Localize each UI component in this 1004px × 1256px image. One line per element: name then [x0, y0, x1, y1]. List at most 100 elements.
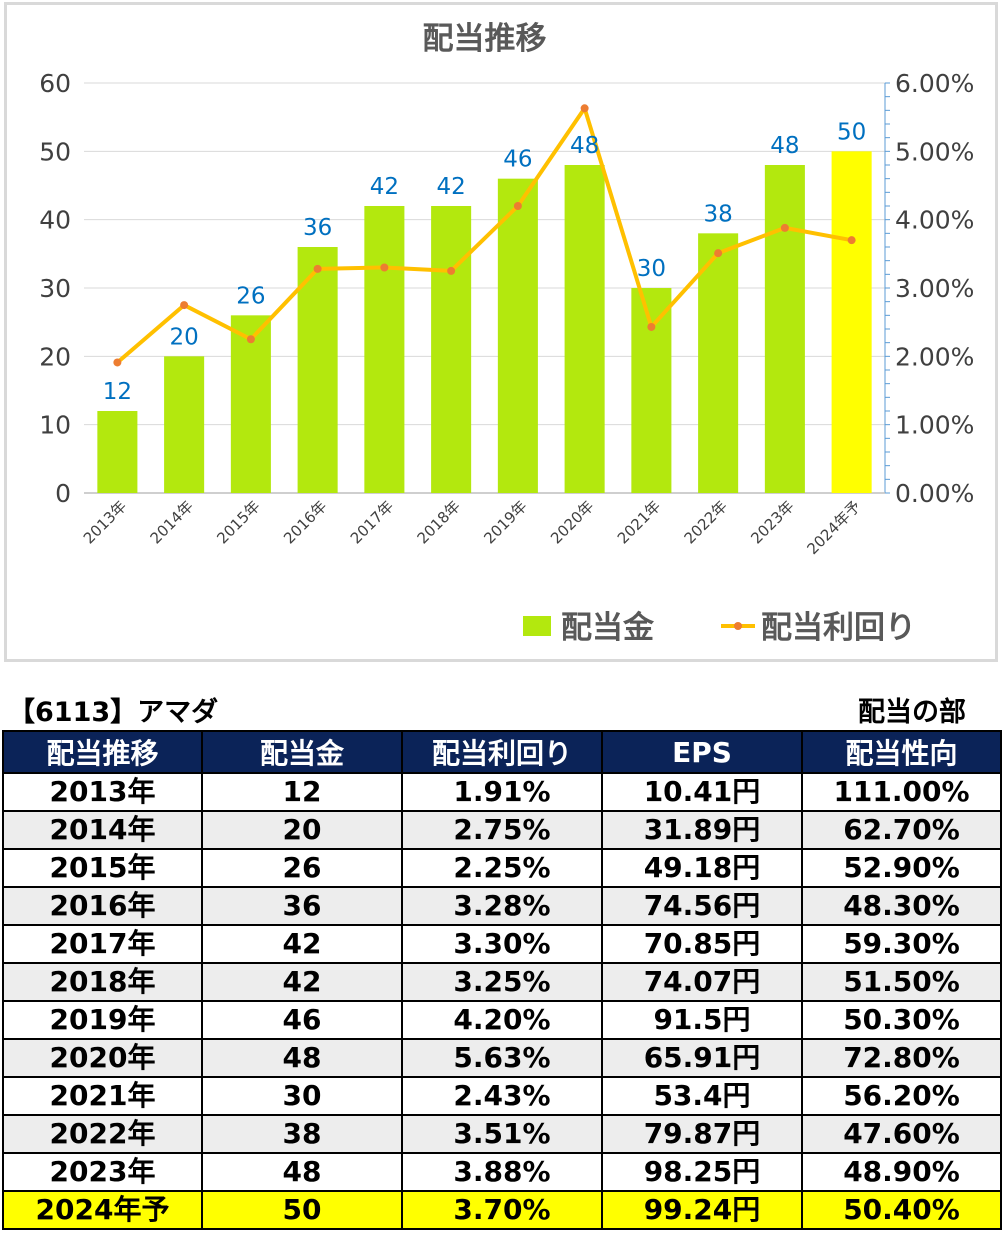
bar: [831, 151, 872, 494]
bar-data-label: 20: [169, 324, 198, 350]
cell-eps: 98.25円: [601, 1152, 803, 1192]
yield-marker: [380, 263, 389, 272]
cell-dividend: 42: [201, 924, 403, 964]
bar: [230, 315, 271, 493]
cell-year: 2017年: [2, 924, 203, 964]
cell-year: 2023年: [2, 1152, 203, 1192]
cell-year: 2018年: [2, 962, 203, 1002]
right-axis-tick: 6.00%: [895, 69, 974, 98]
cell-eps: 53.4円: [601, 1076, 803, 1116]
cell-yield: 5.63%: [401, 1038, 603, 1078]
yield-marker: [847, 236, 856, 245]
table-row: 2020年 48 5.63% 65.91円 72.80%: [2, 1038, 1002, 1078]
table-row: 2023年 48 3.88% 98.25円 48.90%: [2, 1152, 1002, 1192]
cell-eps: 65.91円: [601, 1038, 803, 1078]
cell-year: 2013年: [2, 772, 203, 812]
header-year: 配当推移: [2, 730, 203, 774]
cell-yield: 3.28%: [401, 886, 603, 926]
x-axis-tick: 2015年: [213, 497, 263, 547]
x-axis-tick: 2014年: [147, 497, 197, 547]
legend-line-marker: [734, 622, 742, 630]
yield-marker: [246, 335, 255, 344]
cell-payout: 48.90%: [801, 1152, 1002, 1192]
bar: [164, 356, 205, 493]
right-axis-tick: 0.00%: [895, 479, 974, 508]
table-row: 2017年 42 3.30% 70.85円 59.30%: [2, 924, 1002, 964]
cell-payout: 48.30%: [801, 886, 1002, 926]
x-axis-tick: 2017年: [347, 497, 397, 547]
cell-payout: 52.90%: [801, 848, 1002, 888]
cell-eps: 10.41円: [601, 772, 803, 812]
cell-dividend: 26: [201, 848, 403, 888]
cell-yield: 3.25%: [401, 962, 603, 1002]
yield-marker: [180, 301, 189, 310]
right-axis-tick: 4.00%: [895, 206, 974, 235]
cell-dividend: 30: [201, 1076, 403, 1116]
table-row: 2013年 12 1.91% 10.41円 111.00%: [2, 772, 1002, 812]
bar: [764, 165, 805, 493]
left-axis-tick: 20: [39, 342, 71, 371]
dividend-table: 配当推移 配当金 配当利回り EPS 配当性向 2013年 12 1.91% 10.4…: [2, 730, 1002, 1230]
cell-eps: 99.24円: [601, 1190, 803, 1230]
bar: [364, 206, 405, 493]
yield-line: [116, 106, 852, 364]
x-axis-tick: 2022年: [681, 497, 731, 547]
bar: [564, 165, 605, 493]
cell-year: 2020年: [2, 1038, 203, 1078]
cell-year: 2019年: [2, 1000, 203, 1040]
x-axis-tick: 2018年: [414, 497, 464, 547]
cell-dividend: 12: [201, 772, 403, 812]
x-axis-tick: 2024年予: [804, 497, 865, 558]
cell-payout: 50.40%: [801, 1190, 1002, 1230]
bar-data-label: 48: [770, 133, 799, 159]
cell-dividend: 42: [201, 962, 403, 1002]
cell-yield: 2.43%: [401, 1076, 603, 1116]
x-axis-tick: 2021年: [614, 497, 664, 547]
company-name: 【6113】アマダ: [8, 697, 219, 728]
table-row: 2021年 30 2.43% 53.4円 56.20%: [2, 1076, 1002, 1116]
cell-dividend: 38: [201, 1114, 403, 1154]
cell-year: 2022年: [2, 1114, 203, 1154]
cell-yield: 3.51%: [401, 1114, 603, 1154]
left-axis-tick: 60: [39, 69, 71, 98]
right-axis-tick: 2.00%: [895, 342, 974, 371]
yield-marker: [447, 266, 456, 275]
cell-eps: 74.56円: [601, 886, 803, 926]
dividend-chart: 配当推移 0 10 20 30 40 50 60 0.00% 1.00% 2.00% 3.00% 4.0…: [39, 21, 974, 646]
table-row: 2022年 38 3.51% 79.87円 47.60%: [2, 1114, 1002, 1154]
left-axis-tick: 50: [39, 137, 71, 166]
header-dividend: 配当金: [201, 730, 403, 774]
cell-eps: 91.5円: [601, 1000, 803, 1040]
table-row: 2015年 26 2.25% 49.18円 52.90%: [2, 848, 1002, 888]
cell-payout: 47.60%: [801, 1114, 1002, 1154]
cell-dividend: 48: [201, 1152, 403, 1192]
table-row: 2014年 20 2.75% 31.89円 62.70%: [2, 810, 1002, 850]
left-axis-tick: 30: [39, 274, 71, 303]
cell-yield: 4.20%: [401, 1000, 603, 1040]
legend-bar-label: 配当金: [561, 610, 655, 646]
bar-data-label: 30: [637, 256, 666, 282]
table-row: 2019年 46 4.20% 91.5円 50.30%: [2, 1000, 1002, 1040]
chart-frame: 配当推移 0 10 20 30 40 50 60 0.00% 1.00% 2.00% 3.00% 4.0…: [4, 2, 998, 662]
chart-title: 配当推移: [423, 21, 547, 57]
header-eps: EPS: [601, 730, 803, 774]
left-axis-tick: 0: [55, 479, 71, 508]
yield-marker: [714, 249, 723, 258]
bar-data-label: 36: [303, 215, 332, 241]
bar-data-label: 12: [103, 379, 132, 405]
bar: [97, 411, 138, 493]
bar-data-label: 46: [503, 147, 532, 173]
x-axis-tick: 2020年: [547, 497, 597, 547]
cell-dividend: 36: [201, 886, 403, 926]
table-header-row: 配当推移 配当金 配当利回り EPS 配当性向: [2, 730, 1002, 774]
x-axis-tick: 2019年: [480, 497, 530, 547]
yield-marker: [780, 223, 789, 232]
cell-yield: 3.30%: [401, 924, 603, 964]
cell-year: 2024年予: [2, 1190, 203, 1230]
cell-yield: 1.91%: [401, 772, 603, 812]
yield-marker: [513, 202, 522, 210]
cell-eps: 74.07円: [601, 962, 803, 1002]
bar-data-label: 48: [570, 133, 599, 159]
cell-payout: 50.30%: [801, 1000, 1002, 1040]
bar: [297, 247, 338, 493]
